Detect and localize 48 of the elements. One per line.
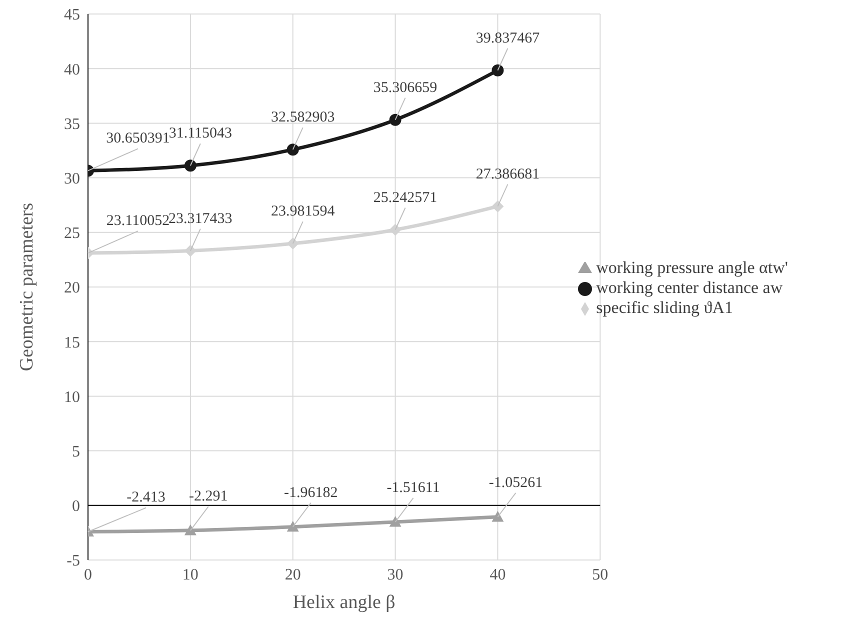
x-tick-label: 40	[490, 566, 506, 584]
point	[492, 64, 504, 76]
point	[286, 144, 299, 156]
data-label: 39.837467	[476, 30, 540, 46]
point	[389, 114, 402, 126]
y-tick-label: 40	[64, 61, 80, 78]
data-label: -2.413	[126, 490, 166, 506]
x-tick-label: 30	[387, 566, 404, 584]
data-label: 35.306659	[373, 80, 438, 96]
point	[492, 510, 504, 522]
legend-label: working center distance aw	[596, 278, 783, 297]
y-tick-label: 20	[64, 280, 80, 297]
data-label: 30.650391	[106, 130, 170, 147]
y-tick-label: -5	[66, 552, 80, 570]
point	[286, 238, 299, 250]
data-label: 23.981594	[270, 204, 336, 220]
data-label: -1.05261	[488, 474, 543, 491]
data-label: 23.317433	[168, 210, 232, 227]
y-tick-label: 5	[72, 443, 80, 460]
x-tick-label: 50	[592, 566, 608, 584]
x-tick-label: 0	[84, 566, 92, 584]
y-tick-label: 10	[64, 388, 80, 406]
point	[184, 524, 196, 536]
y-axis-title: Geometric parameters	[16, 202, 38, 372]
y-tick-label: 30	[64, 170, 80, 188]
data-label: 23.110052	[106, 213, 170, 230]
data-label: -1.51611	[386, 480, 440, 496]
legend-label: specific sliding ϑA1	[596, 298, 733, 317]
data-label: 31.115043	[168, 126, 232, 142]
point	[389, 516, 402, 527]
x-tick-label: 10	[182, 566, 198, 584]
point	[286, 520, 299, 532]
y-tick-label: 45	[64, 6, 80, 24]
data-label: -1.96182	[284, 484, 338, 501]
x-axis-title: Helix angle β	[292, 592, 396, 613]
data-label: 27.386681	[476, 166, 540, 182]
data-label: 32.582903	[270, 110, 335, 126]
y-tick-label: 35	[64, 116, 80, 133]
y-tick-label: 0	[72, 498, 80, 516]
y-tick-label: 15	[64, 334, 80, 352]
point	[492, 200, 504, 212]
point	[184, 160, 196, 172]
data-label: -2.291	[189, 488, 228, 504]
y-tick-label: 25	[64, 225, 80, 242]
x-tick-label: 20	[284, 566, 301, 584]
data-label: 25.242571	[373, 190, 438, 206]
legend-label: working pressure angle αtw'	[596, 258, 788, 277]
point	[389, 224, 402, 236]
